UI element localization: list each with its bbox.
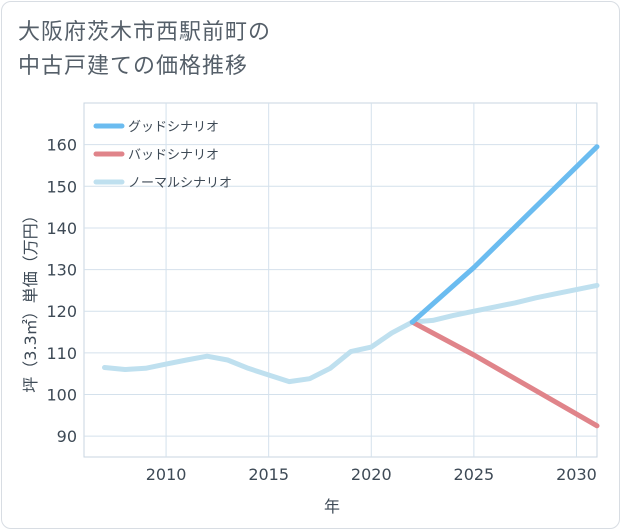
legend-label-3: ノーマルシナリオ xyxy=(128,176,232,191)
grid xyxy=(83,102,598,458)
series-line-2 xyxy=(409,319,600,429)
legend-label-2: バッドシナリオ xyxy=(128,148,219,163)
y-axis-label: 坪（3.3㎡）単価（万円） xyxy=(21,207,40,392)
series xyxy=(102,144,600,429)
series-line-1 xyxy=(409,144,600,325)
y-tick-label: 140 xyxy=(46,219,77,238)
x-tick-label: 2010 xyxy=(146,465,187,484)
x-axis-label: 年 xyxy=(324,497,340,516)
chart-title: 大阪府茨木市西駅前町の 中古戸建ての価格推移 xyxy=(18,16,271,84)
plot-frame xyxy=(83,102,598,458)
y-tick-label: 110 xyxy=(46,344,77,363)
x-tick-label: 2020 xyxy=(351,465,392,484)
y-tick-label: 130 xyxy=(46,261,77,280)
chart-title-line-2: 中古戸建ての価格推移 xyxy=(18,54,249,79)
y-tick-label: 160 xyxy=(46,136,77,155)
axes: 2010 2015 2020 2025 2030 90 100 110 120 130 140 150… xyxy=(46,136,596,484)
x-tick-label: 2025 xyxy=(454,465,495,484)
x-tick-label: 2030 xyxy=(556,465,597,484)
chart-title-line-1: 大阪府茨木市西駅前町の xyxy=(18,20,272,45)
series-line-3 xyxy=(102,282,600,385)
legend-label-1: グッドシナリオ xyxy=(128,120,219,135)
y-tick-label: 150 xyxy=(46,177,77,196)
y-tick-label: 100 xyxy=(46,386,77,405)
y-tick-label: 90 xyxy=(57,427,77,446)
x-tick-label: 2015 xyxy=(248,465,289,484)
y-tick-label: 120 xyxy=(46,302,77,321)
